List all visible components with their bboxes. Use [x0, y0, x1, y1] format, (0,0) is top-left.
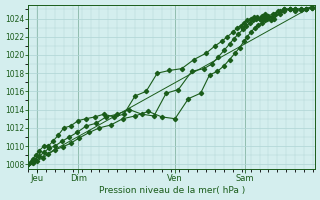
X-axis label: Pression niveau de la mer( hPa ): Pression niveau de la mer( hPa ): [99, 186, 245, 195]
